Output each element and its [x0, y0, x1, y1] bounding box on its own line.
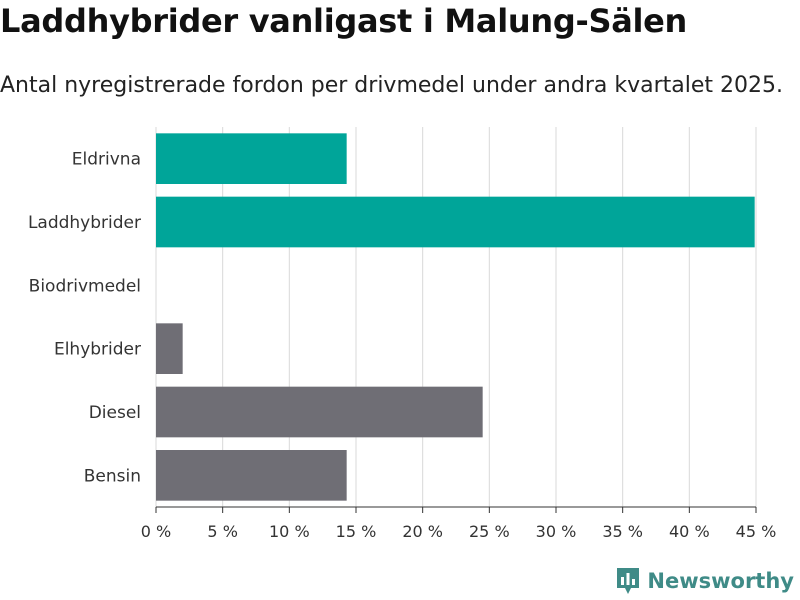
x-tick-label: 20 %: [402, 522, 443, 541]
x-tick-label: 5 %: [207, 522, 237, 541]
grid-layer: [155, 127, 757, 507]
bar-elhybrider: [156, 323, 183, 374]
x-tick-label: 15 %: [336, 522, 377, 541]
chart-title: Laddhybrider vanligast i Malung-Sälen: [0, 2, 688, 40]
x-tick-label: 10 %: [269, 522, 310, 541]
category-label: Eldrivna: [72, 150, 141, 170]
category-label: Elhybrider: [54, 340, 141, 360]
logo-text: Newsworthy: [647, 569, 794, 593]
bar-bensin: [156, 450, 347, 501]
bar-diesel: [156, 386, 483, 438]
bar-chart-badge-icon: [617, 568, 640, 594]
category-label: Bensin: [84, 466, 141, 486]
x-tick-label: 45 %: [736, 522, 777, 541]
newsworthy-logo: Newsworthy: [615, 566, 794, 596]
x-tick-label: 0 %: [141, 522, 171, 541]
x-tick-label: 40 %: [669, 522, 710, 541]
category-label: Laddhybrider: [28, 213, 141, 233]
bar-laddhybrider: [156, 196, 755, 248]
bar-layer: [156, 133, 755, 501]
x-tick-label: 25 %: [469, 522, 510, 541]
x-tick-label: 30 %: [536, 522, 577, 541]
category-label: Diesel: [89, 403, 141, 423]
x-tick-label: 35 %: [602, 522, 643, 541]
axis-layer: 0 % 5 % 10 % 15 % 20 % 25 % 30 % 35 % 40 % 45 % El…: [28, 150, 776, 541]
chart-subtitle: Antal nyregistrerade fordon per drivmede…: [0, 73, 783, 98]
category-label: Biodrivmedel: [29, 276, 141, 296]
bar-eldrivna: [156, 133, 347, 184]
